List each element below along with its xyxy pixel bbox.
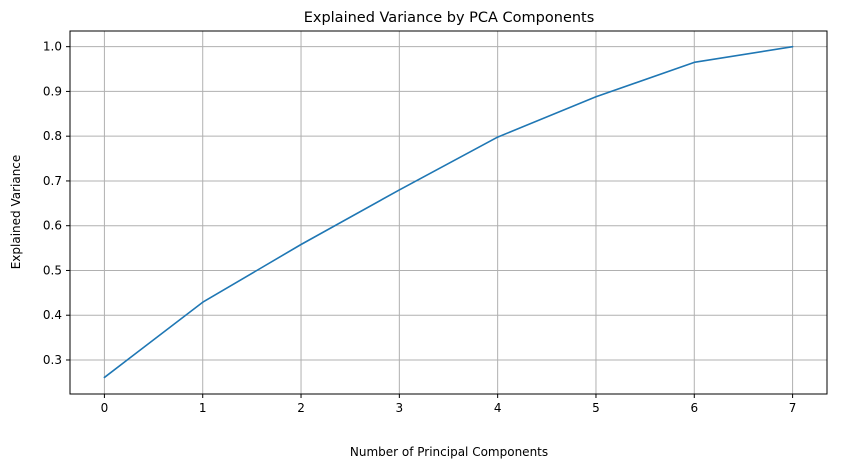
x-tick-label: 3 bbox=[396, 401, 404, 415]
grid bbox=[70, 31, 827, 394]
y-tick-label: 0.6 bbox=[43, 219, 62, 233]
x-axis-ticks: 0 1 2 3 4 5 6 7 bbox=[101, 394, 797, 415]
y-tick-label: 0.5 bbox=[43, 263, 62, 277]
y-tick-label: 0.8 bbox=[43, 129, 62, 143]
x-tick-label: 7 bbox=[789, 401, 797, 415]
plot-frame bbox=[69, 30, 828, 395]
y-tick-label: 0.3 bbox=[43, 353, 62, 367]
x-tick-label: 2 bbox=[297, 401, 305, 415]
y-axis-label: Explained Variance bbox=[9, 155, 23, 270]
x-tick-label: 1 bbox=[199, 401, 207, 415]
chart-title: Explained Variance by PCA Components bbox=[304, 10, 595, 26]
x-axis-label: Number of Principal Components bbox=[350, 445, 548, 459]
series-layer bbox=[103, 45, 794, 379]
x-tick-label: 6 bbox=[690, 401, 698, 415]
x-tick-label: 4 bbox=[494, 401, 502, 415]
x-tick-label: 5 bbox=[592, 401, 600, 415]
y-tick-label: 0.4 bbox=[43, 308, 62, 322]
y-tick-label: 0.7 bbox=[43, 174, 62, 188]
series-line-0 bbox=[103, 45, 794, 379]
y-tick-label: 1.0 bbox=[43, 40, 62, 54]
x-tick-label: 0 bbox=[101, 401, 109, 415]
y-axis-ticks: 0.3 0.4 0.5 0.6 0.7 0.8 0.9 1.0 bbox=[43, 40, 70, 367]
y-tick-label: 0.9 bbox=[43, 84, 62, 98]
